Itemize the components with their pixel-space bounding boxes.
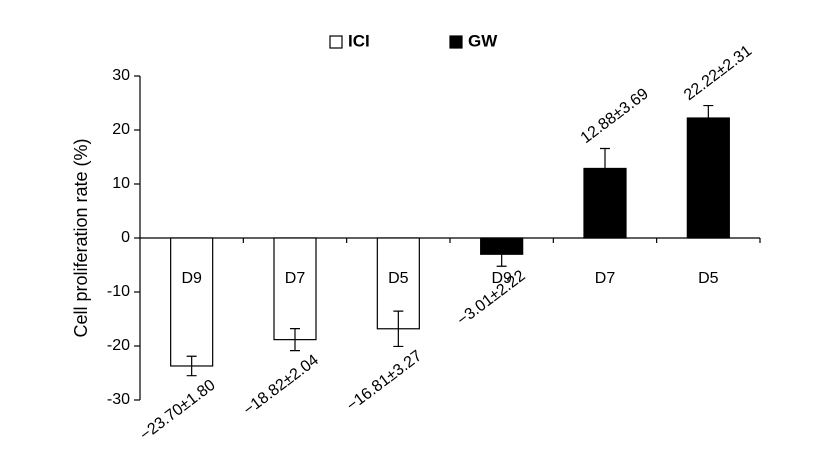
category-label: D7 (595, 270, 616, 287)
y-tick-label: 10 (112, 175, 130, 192)
legend-swatch (329, 35, 343, 49)
legend-swatch (449, 35, 463, 49)
bar (583, 167, 627, 239)
y-tick-label: -20 (107, 337, 130, 354)
category-label: D7 (285, 270, 306, 287)
y-tick-label: 20 (112, 121, 130, 138)
value-label: 12.88±3.69 (578, 85, 652, 147)
category-label: D5 (388, 270, 409, 287)
error-bar (290, 328, 300, 352)
bar (273, 237, 317, 341)
category-label: D9 (181, 270, 202, 287)
y-axis-label: Cell proliferation rate (%) (71, 138, 91, 337)
legend-label: ICI (348, 31, 370, 50)
error-bar (393, 310, 404, 348)
error-bar (186, 355, 197, 377)
y-tick-label: 0 (121, 229, 130, 246)
bar (686, 117, 730, 239)
bar (170, 237, 214, 367)
error-bar (703, 104, 714, 132)
y-tick-label: -10 (107, 283, 130, 300)
legend-label: GW (468, 31, 498, 50)
value-label: 22.22±2.31 (681, 42, 755, 104)
category-label: D5 (698, 270, 719, 287)
value-label: −18.82±2.04 (240, 352, 322, 419)
category-label: D9 (491, 270, 512, 287)
value-label: −16.81±3.27 (344, 347, 426, 414)
y-tick-label: -30 (107, 391, 130, 408)
y-tick-label: 30 (112, 67, 130, 84)
error-bar (600, 147, 610, 189)
error-bar (496, 241, 507, 267)
value-label: −23.70±1.80 (137, 377, 219, 444)
